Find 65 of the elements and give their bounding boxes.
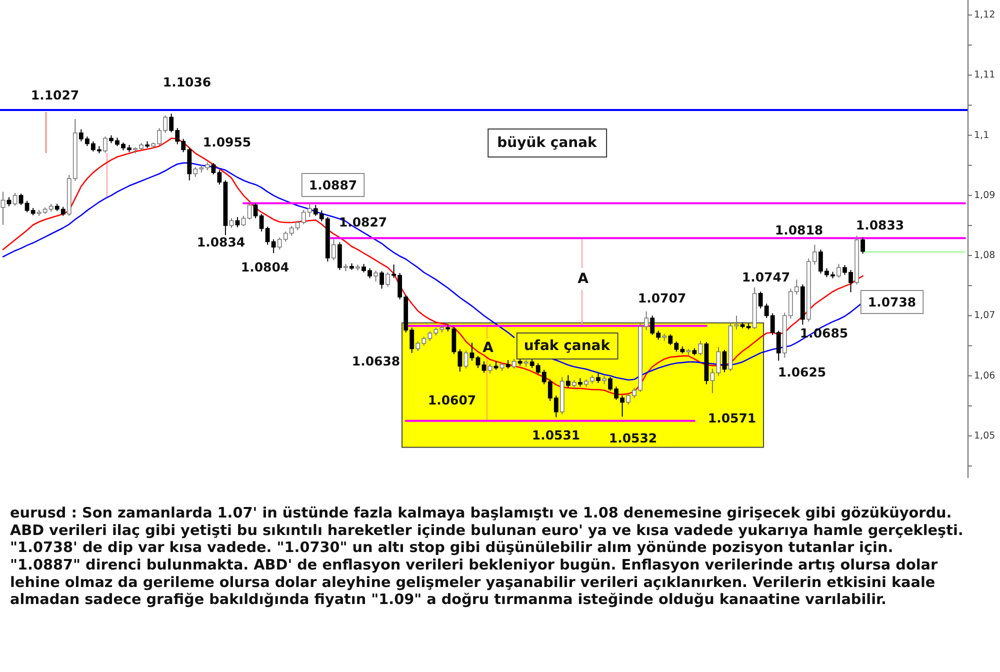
text: "1.0887" direnci bulunmakta. ABD' de enflasyon verileri bekleniyor bugün. Enflasyon verilerinde artış olursa dolar (10, 557, 938, 574)
candlestick (464, 350, 468, 370)
candlestick (488, 363, 492, 374)
annotation: 1.1036 (162, 74, 212, 90)
y-tick-label: 1,07 (974, 310, 996, 322)
text: eurusd : Son zamanlarda 1.07' in üstünde fazla kalmaya başlamıştı ve 1.08 denemesine girişecek gibi gözüküyordu. (10, 505, 952, 522)
annotation: 1.0738 (868, 294, 916, 310)
candlestick (235, 216, 240, 228)
y-tick-label: 1,06 (974, 370, 996, 382)
candlestick (103, 136, 108, 154)
annotation: ufak çanak (524, 338, 611, 354)
candlestick (836, 263, 841, 278)
candlestick (734, 315, 739, 330)
annotation: 1.0747 (742, 270, 790, 284)
y-tick-label: 1,12 (974, 10, 996, 21)
candlestick (331, 238, 336, 261)
annotation: 1.0818 (774, 222, 824, 238)
annotation: 1.0833 (856, 218, 904, 232)
candlestick (0, 191, 6, 226)
candlestick (229, 218, 234, 228)
annotation: A (578, 271, 589, 287)
annotation: 1.0571 (708, 410, 756, 426)
annotation: 1.0638 (352, 354, 400, 368)
annotation: 1.0707 (638, 290, 686, 306)
annotation: 1.0532 (608, 430, 658, 446)
annotation: 1.0607 (428, 392, 476, 408)
candlestick (374, 270, 378, 282)
annotation: 1.0955 (202, 134, 252, 150)
annotation: A (482, 340, 494, 356)
y-tick-label: 1,1 (974, 130, 990, 141)
annotation: 1.0887 (308, 178, 358, 192)
candlestick (698, 340, 703, 356)
annotation: 1.0625 (778, 364, 826, 380)
text: ABD verileri ilaç gibi yetişti bu sıkıntılı hareketler içinde bulunan euro' ya ve kısa vadede yukarıya hamle gerçekleşti. (10, 522, 964, 539)
candlestick (338, 242, 342, 270)
annotation: 1.0834 (196, 234, 246, 250)
candlestick (860, 236, 865, 254)
y-tick-label: 1,08 (974, 250, 996, 262)
y-tick-label: 1,11 (974, 70, 996, 81)
candlestick (596, 372, 600, 384)
y-tick-label: 1,09 (974, 190, 996, 201)
candlestick (722, 349, 727, 373)
candlestick (512, 358, 516, 370)
candlestick (476, 355, 480, 368)
candlestick (259, 214, 264, 232)
candlestick (566, 374, 570, 388)
candlestick (470, 342, 474, 362)
candlestick (710, 368, 715, 394)
text: lehine olmaz da gerileme olursa dolar aleyhine gelişmeler yaşanabilir verileri açıklanırken. Verilerin etkisini kaale (10, 574, 936, 591)
candlestick (18, 193, 24, 206)
candlestick (716, 346, 721, 376)
candlestick (247, 202, 252, 220)
candlestick (482, 360, 486, 374)
candlestick (380, 270, 384, 290)
candlestick (253, 202, 258, 219)
text: almadan sadece grafiğe bakıldığında fiyatın "1.09" a doğru tırmanma isteğinde olduğu kanaatine varılabilir. (10, 592, 887, 608)
annotation: 1.0804 (240, 260, 290, 274)
candlestick (12, 192, 18, 206)
candlestick (241, 215, 246, 227)
annotation: 1.1027 (30, 88, 80, 102)
text: "1.0738' de dip var kısa vadede. "1.0730" un altı stop gibi düşünülebilir alım yönünde pozisyon tutanlar için. (10, 540, 894, 556)
candlestick (386, 272, 390, 288)
annotation: 1.0531 (532, 428, 580, 442)
annotation: büyük çanak (497, 135, 598, 151)
y-tick-label: 1,05 (974, 430, 996, 442)
